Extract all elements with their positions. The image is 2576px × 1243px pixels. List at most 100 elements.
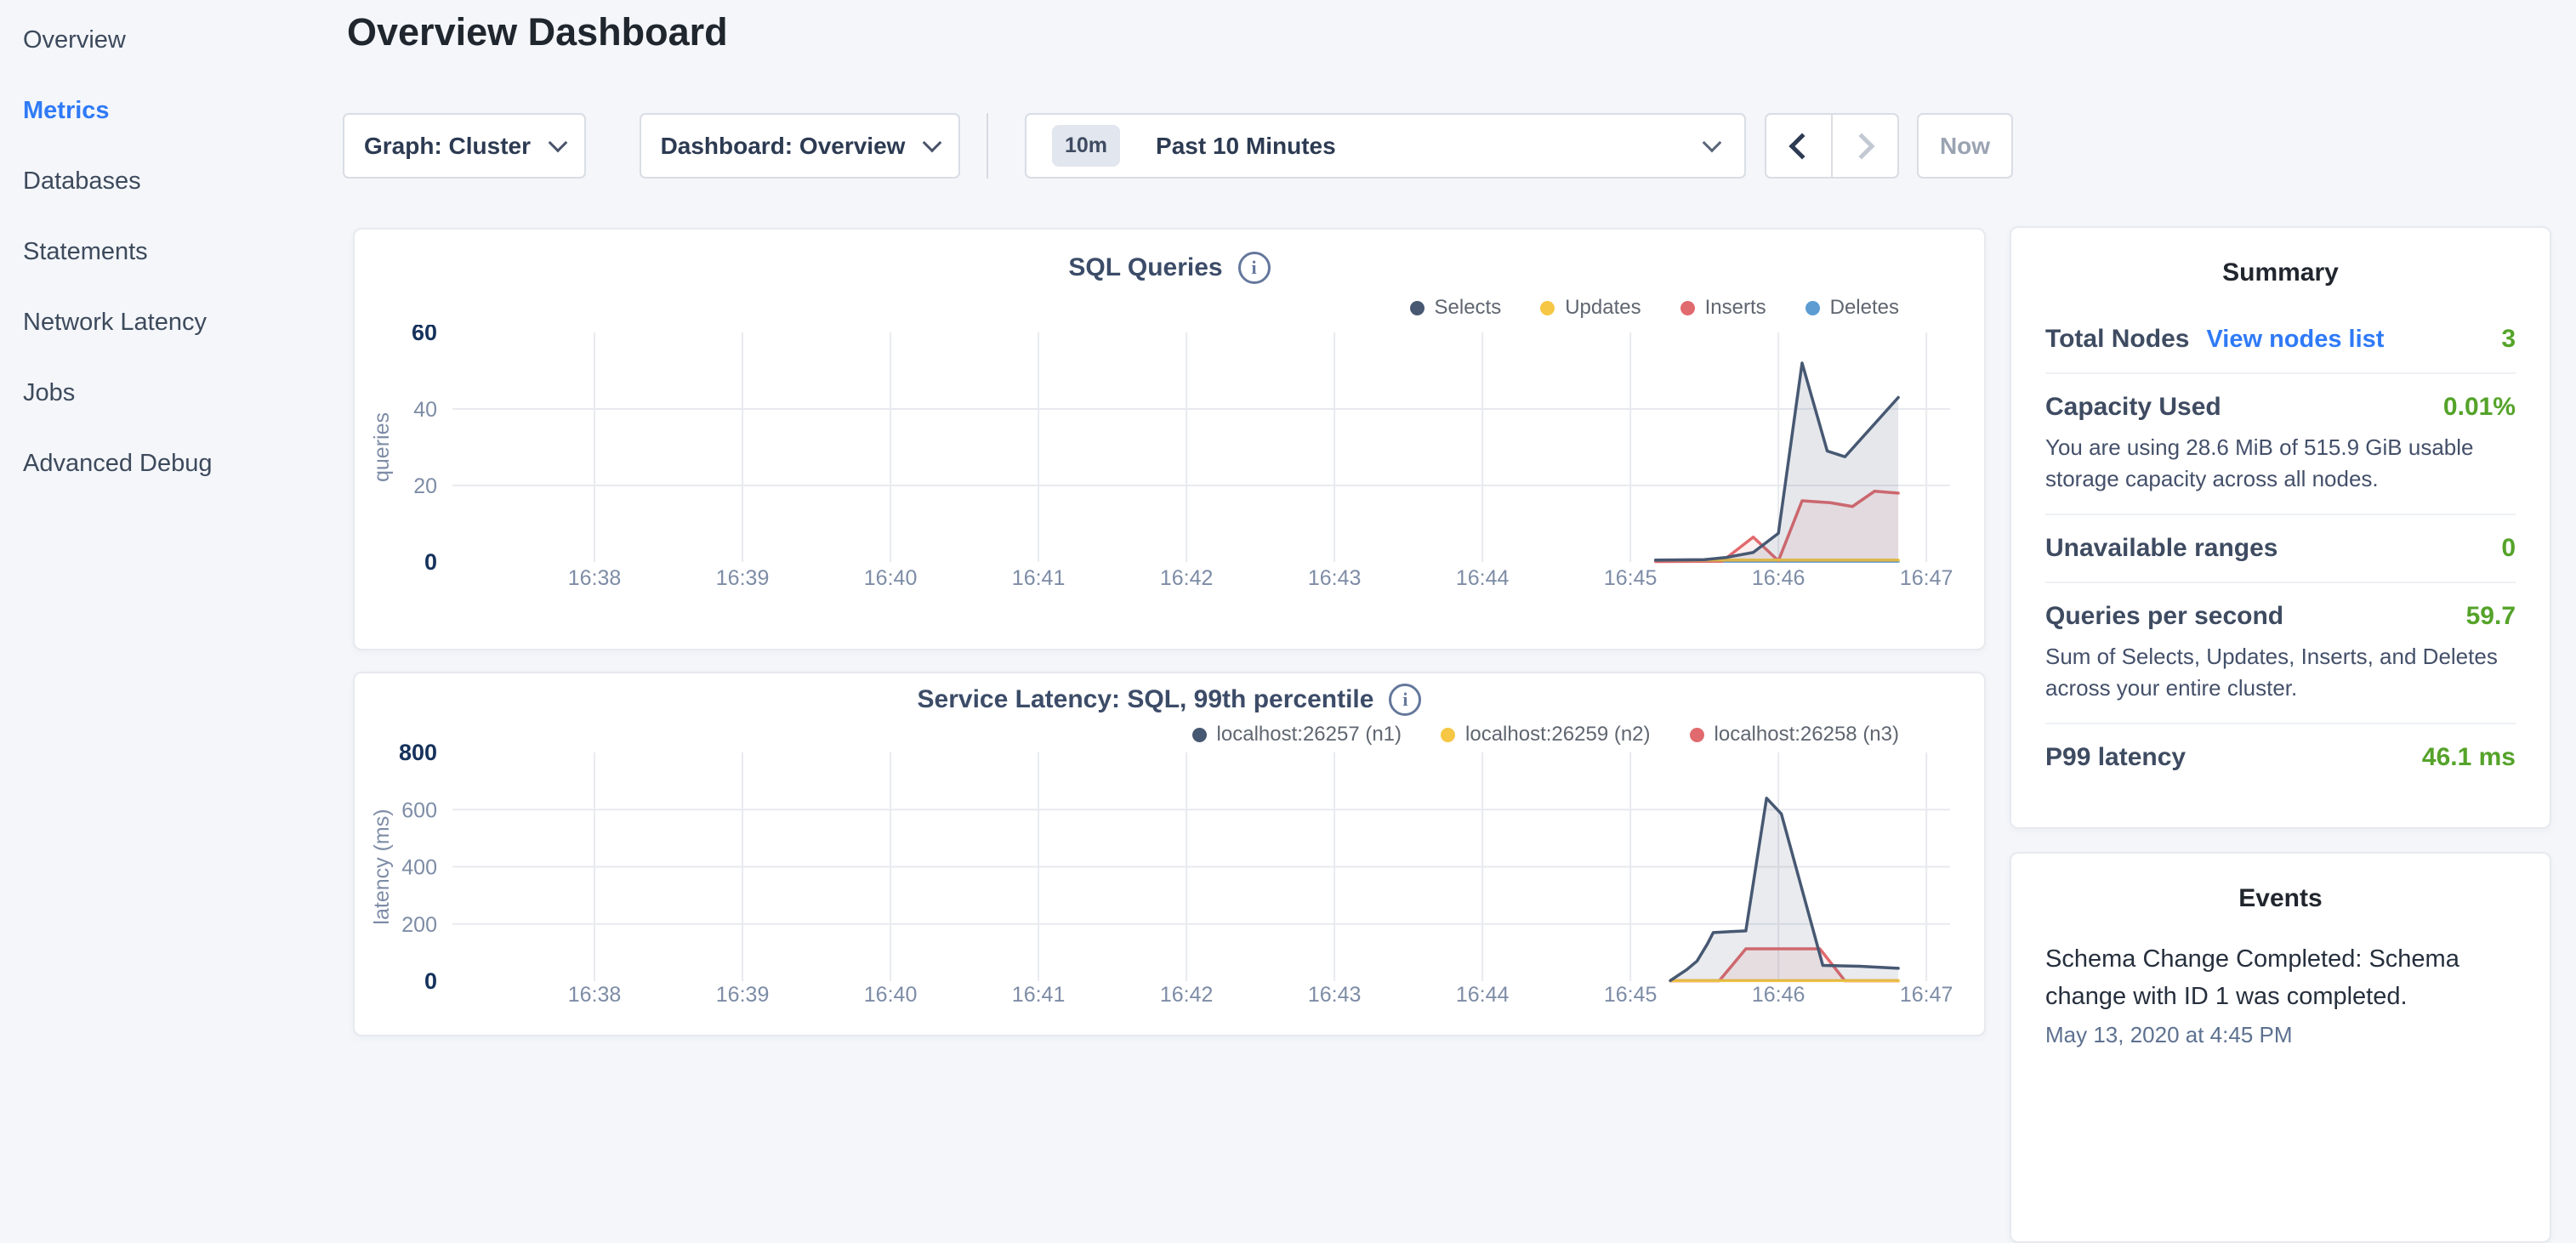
- legend-item-localhost-26258-n3: localhost:26258 (n3): [1689, 723, 1899, 746]
- sidebar-item-network-latency[interactable]: Network Latency: [23, 309, 207, 336]
- svg-text:0: 0: [424, 968, 437, 994]
- previous-time-window-button[interactable]: [1766, 115, 1831, 177]
- svg-text:16:47: 16:47: [1900, 566, 1953, 590]
- svg-text:latency (ms): latency (ms): [370, 809, 394, 924]
- summary-label: Total Nodes: [2045, 325, 2190, 353]
- sidebar-item-databases[interactable]: Databases: [23, 167, 141, 195]
- legend-dot-icon: [1191, 727, 1207, 742]
- event-item: Schema Change Completed: Schema change w…: [2045, 932, 2516, 1057]
- legend-item-deletes: Deletes: [1805, 296, 1899, 320]
- svg-text:40: 40: [413, 398, 437, 422]
- time-step-buttons: [1765, 113, 1899, 179]
- legend-dot-icon: [1409, 300, 1424, 315]
- svg-text:16:45: 16:45: [1604, 983, 1658, 1007]
- chart-title: SQL Queries i: [355, 252, 1984, 284]
- graph-scope-dropdown[interactable]: Graph: Cluster: [343, 113, 586, 179]
- chevron-down-icon: [548, 133, 568, 152]
- event-timestamp: May 13, 2020 at 4:45 PM: [2045, 1022, 2293, 1047]
- sidebar-nav: Overview Metrics Databases Statements Networ…: [0, 0, 340, 499]
- next-time-window-button: [1831, 115, 1897, 177]
- sidebar-item-advanced-debug[interactable]: Advanced Debug: [23, 450, 213, 477]
- svg-text:0: 0: [424, 549, 437, 575]
- time-window-label: Past 10 Minutes: [1156, 132, 1336, 159]
- legend-dot-icon: [1540, 300, 1555, 315]
- summary-panel: Summary Total Nodes View nodes list 3 Capac…: [2010, 226, 2551, 829]
- legend-item-updates: Updates: [1540, 296, 1641, 320]
- chevron-down-icon: [1702, 133, 1722, 152]
- svg-text:16:46: 16:46: [1752, 566, 1805, 590]
- svg-text:16:43: 16:43: [1308, 566, 1362, 590]
- view-nodes-list-link[interactable]: View nodes list: [2206, 326, 2385, 353]
- summary-row-total-nodes: Total Nodes View nodes list 3: [2045, 306, 2516, 374]
- svg-text:16:45: 16:45: [1604, 566, 1658, 590]
- svg-text:16:39: 16:39: [716, 566, 770, 590]
- events-panel: Events Schema Change Completed: Schema c…: [2010, 852, 2551, 1243]
- legend-label: Deletes: [1829, 296, 1899, 319]
- summary-description: You are using 28.6 MiB of 515.9 GiB usab…: [2045, 434, 2474, 491]
- legend-label: Inserts: [1704, 296, 1766, 319]
- chevron-right-icon: [1848, 132, 1875, 160]
- svg-text:800: 800: [399, 740, 437, 765]
- svg-text:16:47: 16:47: [1900, 983, 1953, 1007]
- svg-text:16:40: 16:40: [864, 566, 918, 590]
- legend-dot-icon: [1680, 300, 1695, 315]
- svg-text:16:43: 16:43: [1308, 983, 1362, 1007]
- event-message: Schema Change Completed: Schema change w…: [2045, 945, 2459, 1010]
- svg-text:16:44: 16:44: [1456, 566, 1510, 590]
- chart-legend: localhost:26257 (n1) localhost:26259 (n2)…: [1191, 723, 1899, 746]
- chart-legend: Selects Updates Inserts Deletes: [1409, 296, 1899, 320]
- svg-text:16:44: 16:44: [1456, 983, 1510, 1007]
- dashboard-label: Dashboard: Overview: [660, 132, 906, 159]
- sidebar-item-metrics[interactable]: Metrics: [23, 97, 110, 124]
- chart-title: Service Latency: SQL, 99th percentile i: [355, 684, 1984, 716]
- now-button-label: Now: [1939, 132, 1991, 159]
- sidebar-item-jobs[interactable]: Jobs: [23, 379, 76, 406]
- svg-text:16:42: 16:42: [1160, 983, 1214, 1007]
- svg-text:16:41: 16:41: [1012, 566, 1066, 590]
- svg-text:16:38: 16:38: [568, 983, 622, 1007]
- summary-value: 59.7: [2465, 602, 2516, 630]
- summary-rows: Total Nodes View nodes list 3 Capacity Used…: [2011, 306, 2550, 791]
- chevron-left-icon: [1788, 132, 1816, 160]
- summary-row-p99-latency: P99 latency 46.1 ms: [2045, 724, 2516, 791]
- summary-row-unavailable-ranges: Unavailable ranges 0: [2045, 515, 2516, 583]
- sidebar-item-overview[interactable]: Overview: [23, 26, 126, 54]
- svg-text:16:40: 16:40: [864, 983, 918, 1007]
- summary-value: 46.1 ms: [2421, 743, 2516, 771]
- now-button: Now: [1917, 113, 2013, 179]
- legend-label: localhost:26258 (n3): [1714, 723, 1899, 746]
- dashboard-dropdown[interactable]: Dashboard: Overview: [640, 113, 960, 179]
- sql-queries-chart-card: SQL Queries i Selects Updates Inserts Deletes…: [353, 228, 1986, 650]
- service-latency-chart-card: Service Latency: SQL, 99th percentile i lo…: [353, 672, 1986, 1036]
- legend-item-inserts: Inserts: [1680, 296, 1766, 320]
- svg-text:16:39: 16:39: [716, 983, 770, 1007]
- graph-scope-label: Graph: Cluster: [363, 132, 532, 159]
- events-panel-title: Events: [2238, 884, 2323, 912]
- legend-dot-icon: [1441, 727, 1456, 742]
- controls-divider: [987, 113, 988, 179]
- summary-label: P99 latency: [2045, 743, 2186, 771]
- summary-description: Sum of Selects, Updates, Inserts, and De…: [2045, 644, 2498, 701]
- summary-label: Queries per second: [2045, 602, 2284, 630]
- summary-label: Capacity Used: [2045, 393, 2221, 421]
- summary-label: Unavailable ranges: [2045, 534, 2278, 562]
- svg-text:400: 400: [401, 856, 437, 880]
- svg-text:16:38: 16:38: [568, 566, 622, 590]
- chart-title-text: SQL Queries: [1068, 253, 1223, 281]
- legend-label: Updates: [1565, 296, 1641, 319]
- summary-value: 0.01%: [2442, 393, 2516, 421]
- legend-item-localhost-26257-n1: localhost:26257 (n1): [1191, 723, 1402, 746]
- svg-text:queries: queries: [370, 412, 394, 482]
- chart-plot-area[interactable]: 16:38 16:39 16:40 16:41 16:42 16:43 16:44 16:45…: [355, 325, 1984, 605]
- summary-row-capacity-used: Capacity Used 0.01% You are using 28.6 MiB…: [2045, 374, 2516, 515]
- events-list: Schema Change Completed: Schema change w…: [2011, 932, 2550, 1057]
- info-icon[interactable]: i: [1237, 252, 1271, 284]
- time-window-dropdown[interactable]: 10m Past 10 Minutes: [1025, 113, 1746, 179]
- legend-label: localhost:26259 (n2): [1465, 723, 1651, 746]
- svg-text:16:46: 16:46: [1752, 983, 1805, 1007]
- chart-plot-area[interactable]: 16:38 16:39 16:40 16:41 16:42 16:43 16:44 16:45…: [355, 740, 1984, 1020]
- info-icon[interactable]: i: [1389, 684, 1422, 716]
- svg-text:16:42: 16:42: [1160, 566, 1214, 590]
- sidebar-item-statements[interactable]: Statements: [23, 238, 148, 265]
- summary-row-queries-per-second: Queries per second 59.7 Sum of Selects, Up…: [2045, 583, 2516, 724]
